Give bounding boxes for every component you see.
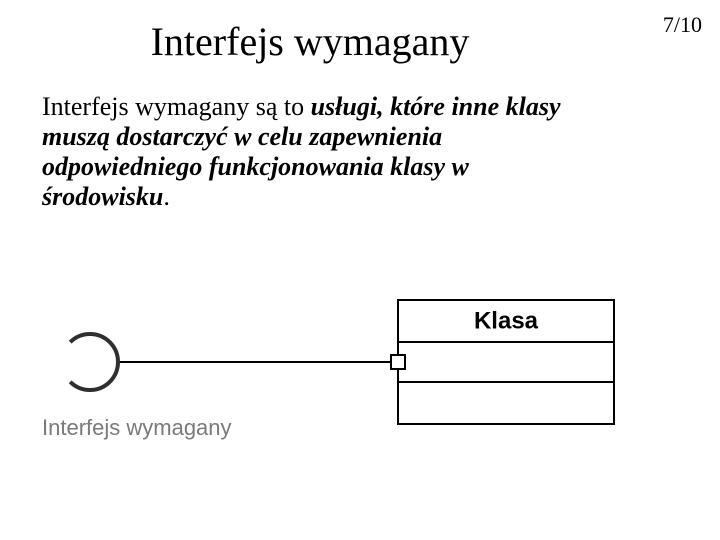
page-number: 7/10 [663, 12, 702, 38]
uml-diagram: Klasa [42, 278, 616, 478]
body-lead: Interfejs wymagany są to [42, 92, 311, 121]
diagram-label: Interfejs wymagany [42, 415, 232, 441]
body-tail: . [163, 182, 170, 211]
socket-arc-icon [70, 334, 118, 390]
port-square [391, 355, 405, 369]
slide-title: Interfejs wymagany [0, 18, 620, 65]
body-paragraph: Interfejs wymagany są to usługi, które i… [42, 92, 602, 212]
class-name: Klasa [474, 308, 539, 335]
